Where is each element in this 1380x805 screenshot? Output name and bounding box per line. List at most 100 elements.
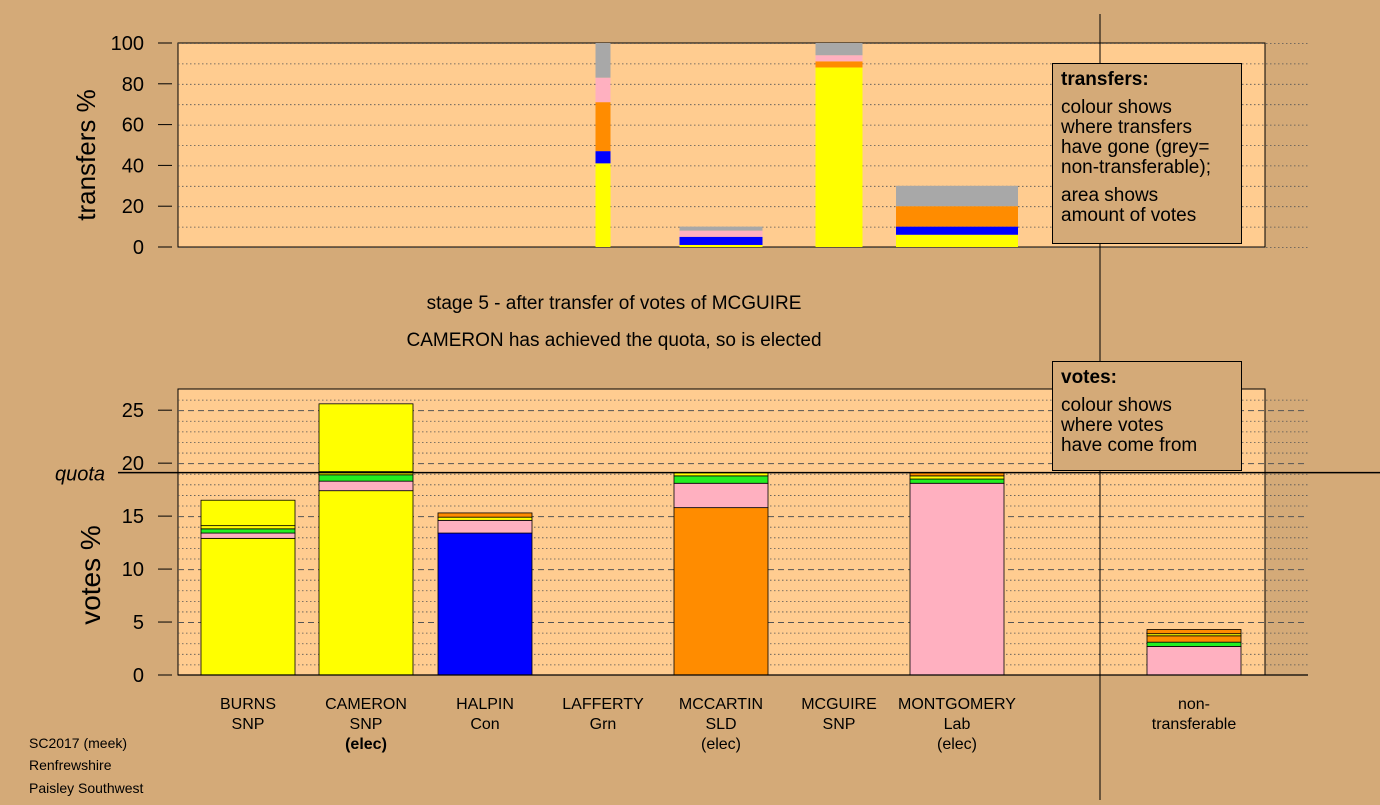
- vote-segment: [1146, 635, 1242, 643]
- vote-segment: [200, 532, 296, 539]
- vote-segment: [318, 490, 414, 676]
- candidate-name: BURNS: [219, 696, 276, 713]
- candidate-party: Grn: [589, 716, 617, 733]
- elected-caption: CAMERON has achieved the quota, so is el…: [406, 330, 821, 351]
- footer-council: Renfrewshire: [29, 757, 112, 773]
- votes-tick-label: 25: [122, 400, 144, 422]
- footer-election: SC2017 (meek): [29, 735, 128, 751]
- vote-segment: [318, 480, 414, 492]
- votes-tick-label: 15: [122, 506, 144, 528]
- candidate-name: MONTGOMERY: [898, 696, 1016, 713]
- legend-transfers-line: where transfers: [1061, 117, 1192, 138]
- vote-segment: [1146, 646, 1242, 676]
- transfer-segment: [679, 230, 763, 237]
- transfers-axis-label: transfers %: [71, 89, 101, 221]
- legend-transfers-text: colour shows where transfers have gone (…: [1061, 98, 1233, 178]
- legend-transfers-line: non-transferable);: [1061, 157, 1211, 178]
- votes-axis-label: votes %: [75, 525, 106, 625]
- nontransferable-line: non-: [1177, 696, 1211, 713]
- transfer-segment: [679, 236, 763, 245]
- legend-transfers-line: have gone (grey=: [1061, 137, 1210, 158]
- candidate-label-mccartin: MCCARTIN SLD (elec): [656, 695, 786, 755]
- votes-tick-label: 10: [122, 559, 144, 581]
- vote-segment: [437, 532, 533, 676]
- legend-transfers-line: area shows: [1061, 185, 1159, 206]
- candidate-status: (elec): [700, 736, 741, 753]
- transfer-segment: [815, 61, 863, 68]
- vote-segment: [673, 507, 769, 676]
- candidate-party: Lab: [943, 716, 971, 733]
- legend-votes-text: colour shows where votes have come from: [1061, 396, 1233, 456]
- candidate-label-montgomery: MONTGOMERY Lab (elec): [892, 695, 1022, 755]
- legend-votes-line: colour shows: [1061, 395, 1172, 416]
- candidate-party: SNP: [349, 716, 383, 733]
- footer-ward: Paisley Southwest: [29, 780, 144, 796]
- transfer-segment: [815, 43, 863, 56]
- vote-segment: [200, 537, 296, 676]
- stage-caption: stage 5 - after transfer of votes of MCG…: [427, 293, 802, 314]
- transfers-tick-label: 20: [122, 196, 144, 218]
- nontransferable-label: non- transferable: [1129, 695, 1259, 735]
- candidate-status: (elec): [936, 736, 977, 753]
- transfers-tick-label: 60: [122, 115, 144, 137]
- candidate-party: SNP: [822, 716, 856, 733]
- candidate-party: SLD: [705, 716, 737, 733]
- vote-segment: [1146, 629, 1242, 635]
- transfer-segment: [896, 206, 1018, 227]
- vote-segment: [318, 403, 414, 473]
- transfer-segment: [595, 163, 611, 247]
- vote-segment: [673, 482, 769, 509]
- candidate-label-burns: BURNS SNP: [183, 695, 313, 735]
- candidate-party: Con: [470, 716, 500, 733]
- candidate-party: SNP: [231, 716, 265, 733]
- vote-segment: [200, 499, 296, 527]
- transfer-segment: [896, 234, 1018, 247]
- candidate-label-lafferty: LAFFERTY Grn: [538, 695, 668, 735]
- vote-segment: [437, 519, 533, 534]
- candidate-name: MCGUIRE: [801, 696, 877, 713]
- legend-transfers-title: transfers:: [1061, 69, 1149, 90]
- legend-votes-title: votes:: [1061, 367, 1117, 388]
- legend-votes-line: where votes: [1061, 415, 1164, 436]
- nontransferable-line: transferable: [1151, 716, 1237, 733]
- transfer-segment: [679, 244, 763, 247]
- candidate-label-mcguire: MCGUIRE SNP: [774, 695, 904, 735]
- transfer-segment: [896, 226, 1018, 235]
- transfer-segment: [896, 185, 1018, 207]
- transfers-tick-label: 0: [133, 237, 144, 259]
- transfer-segment: [595, 77, 611, 103]
- vote-segment: [673, 475, 769, 484]
- transfers-tick-label: 40: [122, 155, 144, 177]
- transfers-tick-label: 80: [122, 74, 144, 96]
- transfer-segment: [815, 67, 863, 247]
- legend-votes: votes: colour shows where votes have com…: [1052, 361, 1242, 471]
- quota-label: quota: [55, 464, 105, 486]
- transfer-segment: [595, 102, 611, 152]
- legend-votes-line: have come from: [1061, 435, 1198, 456]
- candidate-label-cameron: CAMERON SNP (elec): [301, 695, 431, 755]
- candidate-name: LAFFERTY: [562, 696, 644, 713]
- candidate-name: HALPIN: [456, 696, 514, 713]
- vote-segment: [318, 474, 414, 482]
- transfer-segment: [679, 226, 763, 231]
- vote-segment: [200, 525, 296, 530]
- vote-segment: [909, 478, 1005, 484]
- candidate-label-halpin: HALPIN Con: [420, 695, 550, 735]
- transfer-segment: [595, 151, 611, 164]
- vote-segment: [909, 475, 1005, 480]
- vote-segment: [437, 512, 533, 518]
- vote-segment: [909, 482, 1005, 676]
- candidate-name: CAMERON: [325, 696, 407, 713]
- votes-tick-label: 5: [133, 612, 144, 634]
- vote-segment: [437, 516, 533, 521]
- legend-transfers: transfers: colour shows where transfers …: [1052, 63, 1242, 244]
- transfer-segment: [595, 43, 611, 78]
- candidate-status: (elec): [345, 736, 387, 753]
- legend-transfers-line: colour shows: [1061, 97, 1172, 118]
- legend-transfers-line: amount of votes: [1061, 205, 1197, 226]
- votes-tick-label: 20: [122, 453, 144, 475]
- votes-tick-label: 0: [133, 665, 144, 687]
- vote-segment: [1146, 641, 1242, 647]
- legend-transfers-area-text: area shows amount of votes: [1061, 186, 1233, 226]
